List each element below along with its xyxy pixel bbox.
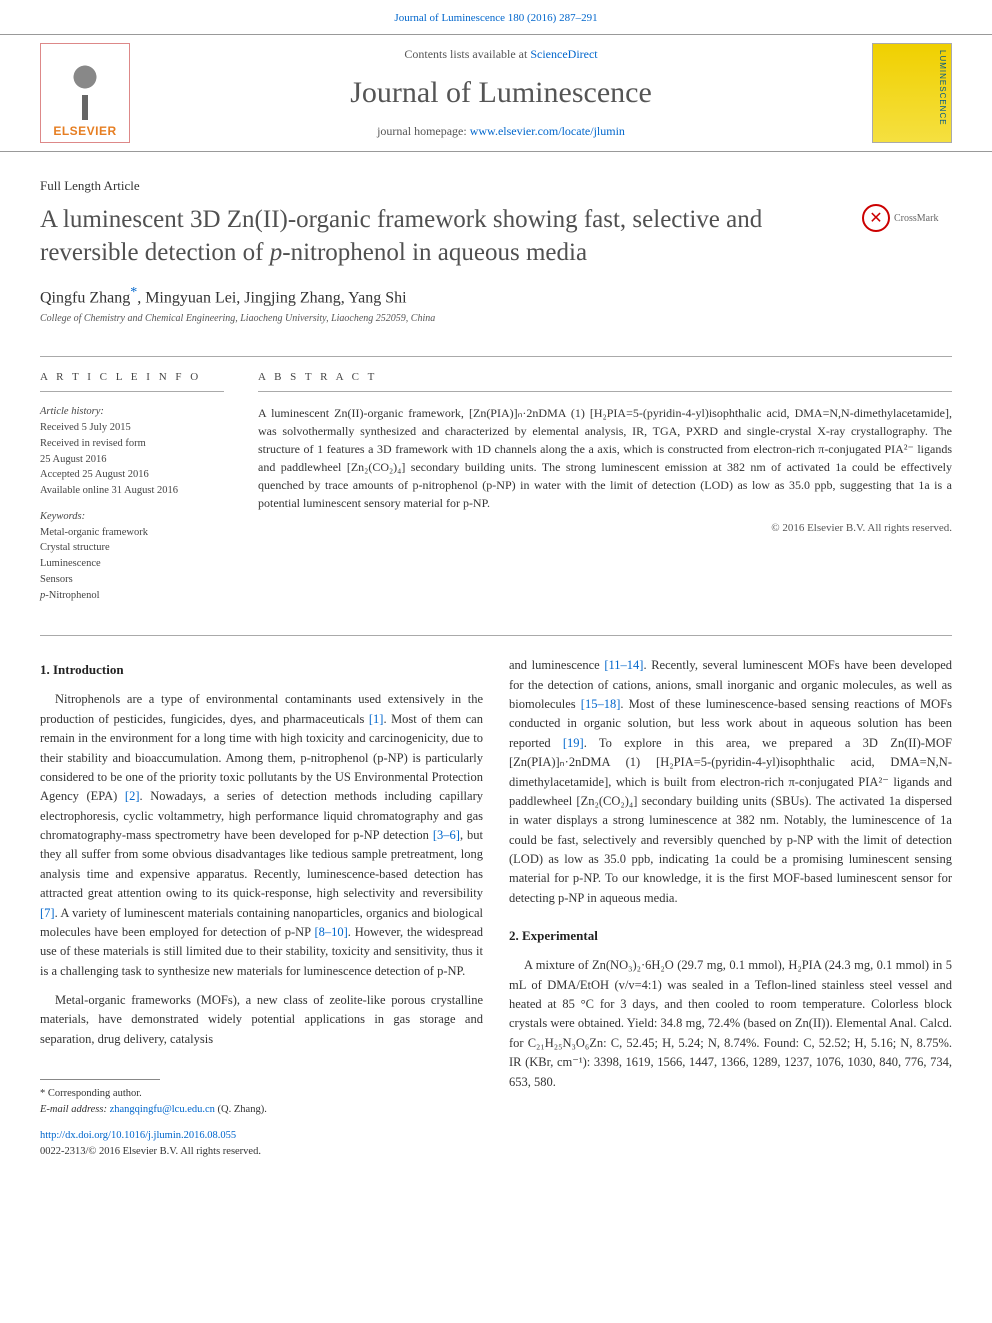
keyword: Metal-organic framework — [40, 527, 148, 538]
history-item: Received 5 July 2015 — [40, 422, 131, 433]
contents-available: Contents lists available at ScienceDirec… — [130, 47, 872, 62]
keyword: Sensors — [40, 574, 73, 585]
email-suffix: (Q. Zhang). — [215, 1104, 267, 1115]
title-part-2: -nitrophenol in aqueous media — [282, 239, 587, 266]
history-label: Article history: — [40, 406, 104, 417]
homepage-line: journal homepage: www.elsevier.com/locat… — [130, 124, 872, 139]
ref-link[interactable]: [11–14] — [604, 658, 643, 672]
issn-copyright: 0022-2313/© 2016 Elsevier B.V. All right… — [40, 1146, 261, 1157]
intro-heading: 1. Introduction — [40, 660, 483, 680]
keyword: Luminescence — [40, 558, 101, 569]
article-info-heading: A R T I C L E I N F O — [40, 371, 224, 392]
ref-link[interactable]: [1] — [369, 712, 384, 726]
article-info-column: A R T I C L E I N F O Article history: R… — [40, 357, 240, 627]
author-1[interactable]: Qingfu Zhang — [40, 289, 130, 306]
email-line: E-mail address: zhangqingfu@lcu.edu.cn (… — [40, 1102, 483, 1118]
abstract-copyright: © 2016 Elsevier B.V. All rights reserved… — [258, 522, 952, 534]
info-abstract-row: A R T I C L E I N F O Article history: R… — [40, 356, 952, 627]
abstract-column: A B S T R A C T A luminescent Zn(II)-org… — [240, 357, 952, 627]
intro-paragraph-1: Nitrophenols are a type of environmental… — [40, 690, 483, 981]
authors-rest: , Mingyuan Lei, Jingjing Zhang, Yang Shi — [137, 289, 406, 306]
footer-in-column: * Corresponding author. E-mail address: … — [40, 1079, 483, 1160]
ref-link[interactable]: [3–6] — [433, 828, 460, 842]
experimental-heading: 2. Experimental — [509, 926, 952, 946]
history-item: 25 August 2016 — [40, 454, 107, 465]
authors: Qingfu Zhang*, Mingyuan Lei, Jingjing Zh… — [40, 285, 952, 307]
title-italic: p — [270, 239, 283, 266]
email-label: E-mail address: — [40, 1104, 110, 1115]
text-run: Metal-organic frameworks (MOFs), a new c… — [40, 993, 483, 1046]
journal-citation[interactable]: Journal of Luminescence 180 (2016) 287–2… — [0, 0, 992, 34]
keyword: p-Nitrophenol — [40, 590, 100, 601]
corresponding-note: * Corresponding author. — [40, 1086, 483, 1102]
journal-citation-link[interactable]: Journal of Luminescence 180 (2016) 287–2… — [394, 12, 597, 24]
abstract-text: A luminescent Zn(II)-organic framework, … — [258, 404, 952, 512]
cover-thumb-text: LUMINESCENCE — [938, 50, 947, 126]
crossmark-icon: ✕ — [862, 204, 890, 232]
article-history: Article history: Received 5 July 2015 Re… — [40, 404, 224, 499]
elsevier-tree-icon — [60, 65, 110, 120]
contents-prefix: Contents lists available at — [404, 47, 530, 61]
crossmark-badge[interactable]: ✕ CrossMark — [862, 204, 952, 232]
ref-link[interactable]: [19] — [563, 736, 584, 750]
ref-link[interactable]: [2] — [125, 789, 140, 803]
ref-link[interactable]: [15–18] — [581, 697, 621, 711]
intro-paragraph-2b: and luminescence [11–14]. Recently, seve… — [509, 656, 952, 908]
masthead-center: Contents lists available at ScienceDirec… — [130, 47, 872, 139]
sciencedirect-link[interactable]: ScienceDirect — [530, 47, 597, 61]
keywords-block: Keywords: Metal-organic framework Crysta… — [40, 509, 224, 604]
text-run: and luminescence — [509, 658, 604, 672]
doi-link[interactable]: http://dx.doi.org/10.1016/j.jlumin.2016.… — [40, 1130, 236, 1141]
publisher-logo[interactable]: ELSEVIER — [40, 43, 130, 143]
affiliation: College of Chemistry and Chemical Engine… — [40, 313, 952, 324]
keywords-label: Keywords: — [40, 511, 85, 522]
journal-cover-thumb[interactable]: LUMINESCENCE — [872, 43, 952, 143]
history-item: Available online 31 August 2016 — [40, 485, 178, 496]
ref-link[interactable]: [8–10] — [314, 925, 347, 939]
intro-paragraph-2a: Metal-organic frameworks (MOFs), a new c… — [40, 991, 483, 1049]
experimental-paragraph: A mixture of Zn(NO₃)₂·6H₂O (29.7 mg, 0.1… — [509, 956, 952, 1092]
homepage-prefix: journal homepage: — [377, 124, 470, 138]
history-item: Accepted 25 August 2016 — [40, 469, 149, 480]
abstract-heading: A B S T R A C T — [258, 371, 952, 392]
keyword: Crystal structure — [40, 542, 110, 553]
article-header: Full Length Article A luminescent 3D Zn(… — [0, 152, 992, 334]
corr-email-link[interactable]: zhangqingfu@lcu.edu.cn — [110, 1104, 215, 1115]
homepage-link[interactable]: www.elsevier.com/locate/jlumin — [470, 124, 625, 138]
text-run: . To explore in this area, we prepared a… — [509, 736, 952, 905]
crossmark-label: CrossMark — [894, 213, 938, 224]
article-body: 1. Introduction Nitrophenols are a type … — [0, 636, 992, 1170]
article-type: Full Length Article — [40, 178, 952, 194]
history-item: Received in revised form — [40, 438, 146, 449]
masthead: ELSEVIER Contents lists available at Sci… — [0, 34, 992, 152]
footnote-divider — [40, 1079, 160, 1080]
publisher-name: ELSEVIER — [53, 124, 116, 138]
journal-name: Journal of Luminescence — [130, 76, 872, 110]
article-title: A luminescent 3D Zn(II)-organic framewor… — [40, 204, 842, 269]
ref-link[interactable]: [7] — [40, 906, 55, 920]
